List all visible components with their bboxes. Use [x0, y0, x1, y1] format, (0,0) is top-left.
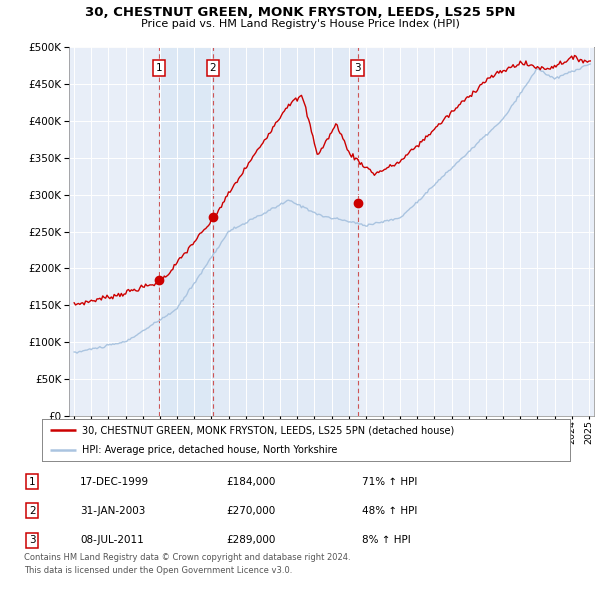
Text: 3: 3	[29, 535, 35, 545]
Text: Price paid vs. HM Land Registry's House Price Index (HPI): Price paid vs. HM Land Registry's House …	[140, 19, 460, 29]
Bar	[213, 47, 358, 416]
Text: 1: 1	[29, 477, 35, 487]
Text: 17-DEC-1999: 17-DEC-1999	[80, 477, 149, 487]
Text: 3: 3	[354, 63, 361, 73]
Text: £289,000: £289,000	[227, 535, 276, 545]
Text: This data is licensed under the Open Government Licence v3.0.: This data is licensed under the Open Gov…	[24, 566, 292, 575]
Text: 48% ↑ HPI: 48% ↑ HPI	[362, 506, 418, 516]
Text: 8% ↑ HPI: 8% ↑ HPI	[362, 535, 411, 545]
Text: 71% ↑ HPI: 71% ↑ HPI	[362, 477, 418, 487]
Text: 2: 2	[209, 63, 216, 73]
Text: 30, CHESTNUT GREEN, MONK FRYSTON, LEEDS, LS25 5PN: 30, CHESTNUT GREEN, MONK FRYSTON, LEEDS,…	[85, 6, 515, 19]
Text: 30, CHESTNUT GREEN, MONK FRYSTON, LEEDS, LS25 5PN (detached house): 30, CHESTNUT GREEN, MONK FRYSTON, LEEDS,…	[82, 425, 454, 435]
Text: Contains HM Land Registry data © Crown copyright and database right 2024.: Contains HM Land Registry data © Crown c…	[24, 553, 350, 562]
Text: HPI: Average price, detached house, North Yorkshire: HPI: Average price, detached house, Nort…	[82, 445, 337, 455]
Text: 08-JUL-2011: 08-JUL-2011	[80, 535, 144, 545]
Text: 31-JAN-2003: 31-JAN-2003	[80, 506, 145, 516]
Text: 2: 2	[29, 506, 35, 516]
Text: £270,000: £270,000	[227, 506, 276, 516]
Bar	[159, 47, 213, 416]
Text: £184,000: £184,000	[227, 477, 276, 487]
Text: 1: 1	[156, 63, 163, 73]
